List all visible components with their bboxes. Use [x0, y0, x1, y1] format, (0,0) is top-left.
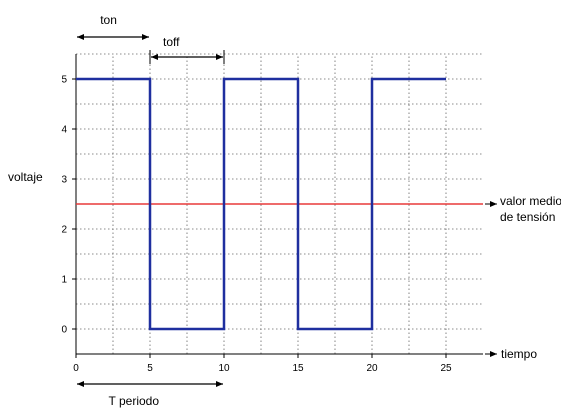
- y-tick-label: 4: [61, 125, 67, 136]
- y-tick-label: 1: [61, 275, 67, 286]
- ton-label: ton: [100, 13, 117, 27]
- x-tick-label: 25: [440, 363, 452, 374]
- x-tick-label: 20: [366, 363, 378, 374]
- x-tick-label: 15: [292, 363, 304, 374]
- average-voltage-label: de tensión: [500, 210, 555, 224]
- y-axis-label: voltaje: [8, 170, 43, 184]
- x-axis-label: tiempo: [501, 347, 537, 361]
- period-label: T periodo: [109, 394, 160, 408]
- y-tick-label: 5: [61, 75, 67, 86]
- square-wave-line: [76, 77, 446, 331]
- average-voltage-label: valor medio: [500, 194, 561, 208]
- tick-labels: 0 1 2 3 4 5 0 5 10 15 20 25 voltaje tiempo: [8, 75, 537, 375]
- y-tick-label: 0: [61, 325, 67, 336]
- axes: [72, 54, 497, 358]
- x-tick-label: 10: [218, 363, 230, 374]
- y-tick-label: 3: [61, 175, 67, 186]
- plot-marks: valor medio de tensión: [76, 77, 561, 331]
- x-tick-label: 5: [147, 363, 153, 374]
- annotations: ton toff T periodo: [77, 13, 225, 408]
- toff-label: toff: [163, 35, 180, 49]
- y-tick-label: 2: [61, 225, 67, 236]
- x-tick-label: 0: [73, 363, 79, 374]
